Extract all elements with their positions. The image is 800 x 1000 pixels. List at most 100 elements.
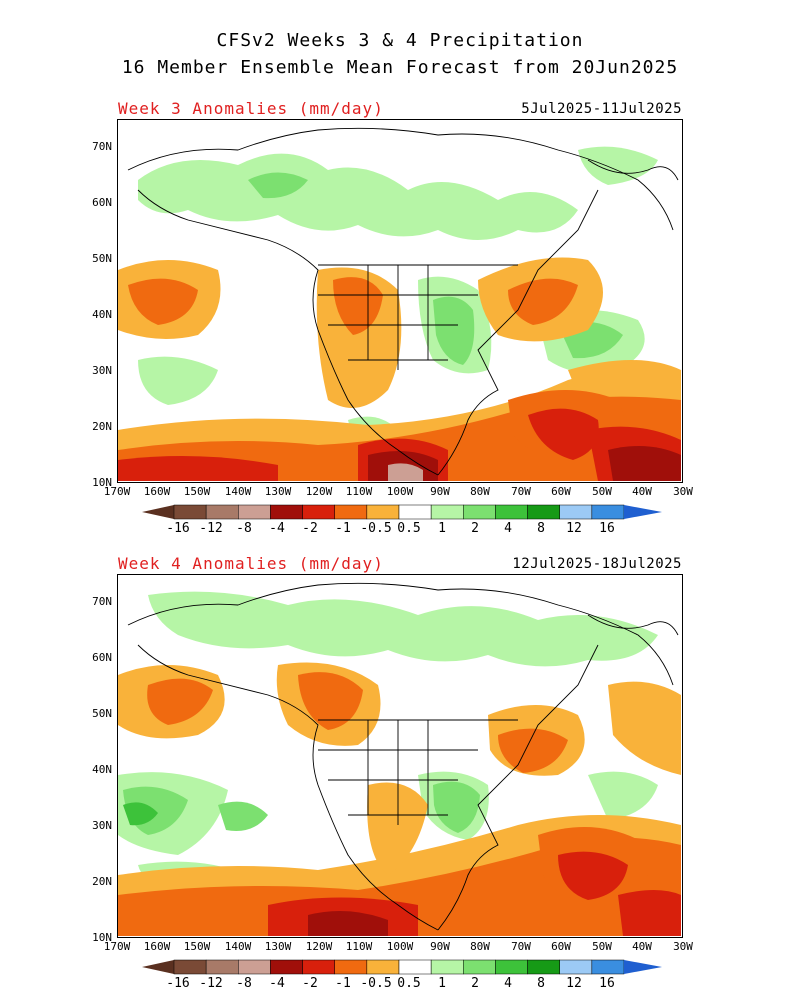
week4-lat-label: 40N (92, 763, 112, 776)
week4-lon-label: 60W (551, 940, 571, 953)
week3-colorbar-graphic (142, 504, 662, 520)
week3-lon-label: 170W (103, 485, 131, 498)
colorbar-swatch (398, 959, 432, 975)
colorbar-tick-label: 4 (504, 521, 512, 536)
week3-lat-label: 70N (92, 140, 112, 153)
week3-lon-label: 150W (183, 485, 211, 498)
colorbar-swatch (205, 504, 239, 520)
colorbar-tick-label: 16 (599, 521, 615, 536)
week3-lon-label: 80W (470, 485, 490, 498)
colorbar-swatch (430, 504, 464, 520)
week3-lat-label: 50N (92, 252, 112, 265)
colorbar-swatch (559, 504, 593, 520)
week4-lon-label: 30W (673, 940, 693, 953)
colorbar-tick-label: -0.5 (360, 521, 392, 536)
week4-map-graphic (118, 582, 681, 936)
week3-lon-label: 160W (143, 485, 171, 498)
week3-date-range: 5Jul2025-11Jul2025 (521, 101, 682, 117)
colorbar-tick-label: 1 (438, 976, 446, 991)
week3-lat-label: 30N (92, 364, 112, 377)
week4-colorbar-graphic (142, 959, 662, 975)
week4-lon-label: 40W (632, 940, 652, 953)
colorbar-tick-label: -1 (335, 521, 351, 536)
week4-lon-label: 170W (103, 940, 131, 953)
colorbar-swatch (238, 504, 271, 520)
week4-lat-label: 20N (92, 875, 112, 888)
week4-lon-label: 110W (345, 940, 373, 953)
colorbar-swatch (591, 959, 625, 975)
week4-lon-label: 80W (470, 940, 490, 953)
week4-colorbar-labels: -16 -12 -8 -4 -2 -1 -0.5 0.5 1 2 4 8 12 … (160, 976, 640, 992)
week4-lon-label: 70W (511, 940, 531, 953)
colorbar-tick-label: -16 (166, 521, 190, 536)
colorbar-tick-label: 16 (599, 976, 615, 991)
week4-lon-label: 90W (430, 940, 450, 953)
week3-lon-label: 100W (386, 485, 414, 498)
chart-title-line2: 16 Member Ensemble Mean Forecast from 20… (121, 57, 679, 78)
colorbar-swatch (559, 959, 593, 975)
colorbar-tick-label: -4 (269, 521, 285, 536)
week3-colorbar (142, 503, 662, 521)
colorbar-swatch (463, 959, 496, 975)
week3-lon-label: 120W (305, 485, 333, 498)
week4-lat-label: 10N (92, 931, 112, 944)
colorbar-tick-label: -0.5 (360, 976, 392, 991)
colorbar-high-arrow (624, 505, 662, 519)
colorbar-swatch (302, 504, 335, 520)
week3-anomaly-map (117, 119, 683, 483)
week3-lat-label: 60N (92, 196, 112, 209)
week4-panel-label: Week 4 Anomalies (mm/day) (118, 554, 384, 573)
week4-lon-label: 150W (183, 940, 211, 953)
colorbar-swatch (334, 504, 368, 520)
colorbar-low-arrow (142, 960, 174, 974)
colorbar-tick-label: 1 (438, 521, 446, 536)
colorbar-swatch (495, 504, 528, 520)
colorbar-swatch (398, 504, 432, 520)
chart-title-line1: CFSv2 Weeks 3 & 4 Precipitation (216, 30, 584, 51)
week4-anomaly-map (117, 574, 683, 938)
colorbar-swatch (495, 959, 528, 975)
week4-date-range: 12Jul2025-18Jul2025 (512, 556, 682, 572)
colorbar-swatch (238, 959, 271, 975)
week3-lon-label: 140W (224, 485, 252, 498)
colorbar-swatch (463, 504, 496, 520)
colorbar-tick-label: 8 (537, 976, 545, 991)
week3-lon-label: 90W (430, 485, 450, 498)
colorbar-swatch (527, 959, 560, 975)
week4-lon-label: 130W (264, 940, 292, 953)
colorbar-tick-label: 0.5 (397, 521, 421, 536)
week4-lon-label: 120W (305, 940, 333, 953)
week3-lon-label: 50W (592, 485, 612, 498)
colorbar-tick-label: -4 (269, 976, 285, 991)
week4-lat-label: 70N (92, 595, 112, 608)
colorbar-tick-label: -12 (199, 521, 223, 536)
week4-lat-label: 50N (92, 707, 112, 720)
week3-lat-label: 20N (92, 420, 112, 433)
colorbar-tick-label: 0.5 (397, 976, 421, 991)
week3-panel-label: Week 3 Anomalies (mm/day) (118, 99, 384, 118)
colorbar-swatch (302, 959, 335, 975)
colorbar-tick-label: -8 (236, 521, 252, 536)
colorbar-swatch (173, 959, 207, 975)
week3-lat-label: 40N (92, 308, 112, 321)
week4-lon-label: 100W (386, 940, 414, 953)
colorbar-low-arrow (142, 505, 174, 519)
colorbar-tick-label: -2 (302, 521, 318, 536)
week4-lon-label: 50W (592, 940, 612, 953)
colorbar-swatch (334, 959, 368, 975)
colorbar-swatch (366, 959, 400, 975)
colorbar-tick-label: 4 (504, 976, 512, 991)
week3-lon-label: 40W (632, 485, 652, 498)
colorbar-tick-label: -2 (302, 976, 318, 991)
week4-lon-label: 140W (224, 940, 252, 953)
colorbar-tick-label: 2 (471, 976, 479, 991)
week3-lon-label: 70W (511, 485, 531, 498)
week4-lat-label: 30N (92, 819, 112, 832)
week3-lat-label: 10N (92, 476, 112, 489)
week3-lon-label: 110W (345, 485, 373, 498)
week3-lon-label: 130W (264, 485, 292, 498)
colorbar-tick-label: -12 (199, 976, 223, 991)
week4-lat-label: 60N (92, 651, 112, 664)
colorbar-high-arrow (624, 960, 662, 974)
colorbar-swatch (173, 504, 207, 520)
